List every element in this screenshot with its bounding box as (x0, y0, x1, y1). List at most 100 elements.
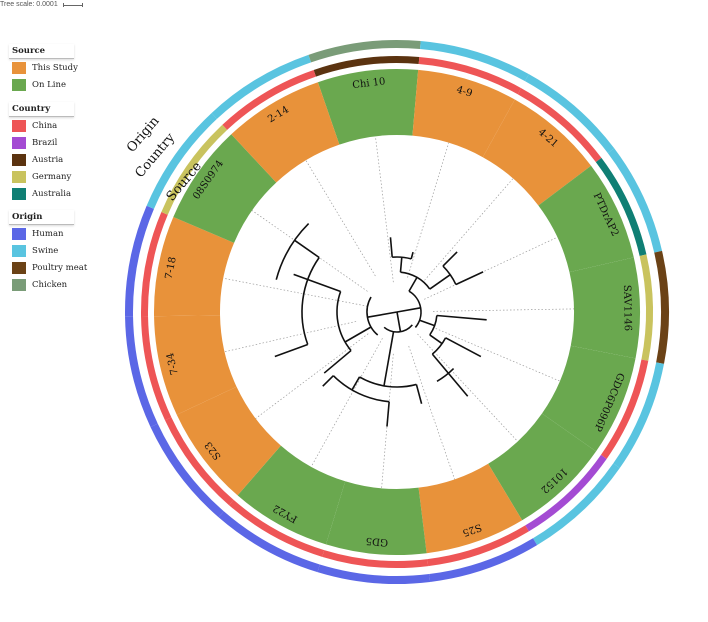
legend-swatch (12, 227, 26, 240)
branch-segment (396, 311, 402, 332)
branch-segment (442, 251, 458, 267)
legend-label: Poultry meat (32, 262, 88, 273)
legend-label: Swine (32, 245, 59, 256)
leaf-guide-lines (223, 136, 574, 489)
legend-item: Swine (9, 242, 87, 259)
branch-segment (429, 334, 443, 345)
origin-segment-chi-10 (308, 39, 421, 63)
source-segment-gd5 (325, 481, 427, 555)
branch-segment (419, 319, 435, 327)
legend-swatch (12, 170, 26, 183)
country-segment-s23 (164, 417, 234, 506)
branch-arc (436, 367, 455, 382)
guide-line (305, 160, 376, 277)
legend-item: Germany (9, 168, 74, 185)
country-segment-08s0974 (161, 124, 228, 215)
country-segment-sav1146 (639, 254, 653, 361)
legend-label: Austria (32, 154, 64, 165)
origin-segment-4-9 (420, 41, 529, 82)
source-segment-ptdrap2 (538, 165, 634, 273)
legend-source: Source This Study On Line (9, 44, 78, 93)
branch-segment (322, 375, 334, 387)
guide-line (224, 321, 357, 353)
branch-arc (366, 296, 379, 336)
source-segment-7-18 (153, 217, 235, 317)
origin-segment-7-34 (125, 316, 158, 427)
country-segment-4-9 (418, 56, 522, 95)
country-segment-chi-10 (313, 55, 420, 77)
leaf-label-gd5: GD5 (365, 535, 388, 548)
branch-arc (383, 324, 413, 333)
guide-line (223, 277, 368, 307)
guide-line (375, 136, 394, 283)
leaf-label-chi-10: Chi 10 (352, 76, 386, 91)
legend-swatch (12, 278, 26, 291)
leaf-label-4-9: 4-9 (455, 84, 474, 99)
branch-arc (336, 291, 352, 352)
legend-swatch (12, 244, 26, 257)
branch-segment (323, 349, 352, 374)
legend-country-title: Country (9, 102, 74, 117)
legend-origin-title: Origin (9, 210, 74, 225)
origin-segment-s25 (429, 538, 538, 582)
branch-segment (396, 307, 421, 313)
branch-segment (351, 376, 361, 391)
guide-line (408, 345, 455, 480)
branch-segment (399, 257, 403, 273)
legend-item: On Line (9, 76, 78, 93)
country-segment-gdc6p096p (600, 359, 649, 459)
legend-item: Poultry meat (9, 259, 87, 276)
source-segment-sav1146 (569, 257, 640, 359)
country-segment-7-18 (140, 211, 168, 317)
branch-segment (445, 337, 482, 358)
legend-item: China (9, 117, 74, 134)
legend-swatch (12, 153, 26, 166)
tree-scale-bar (62, 2, 83, 7)
legend-origin: Origin Human Swine Poultry meat Chicken (9, 210, 87, 293)
legend-label: Australia (32, 188, 72, 199)
source-segment-2-14 (231, 82, 340, 183)
origin-segment-08s0974 (146, 113, 217, 209)
country-segment-s25 (427, 525, 529, 567)
source-segment-gdc6p096p (541, 345, 636, 452)
branch-segment (389, 237, 394, 258)
source-segment-08s0974 (173, 134, 277, 243)
branch-segment (431, 353, 469, 397)
country-segment-4-21 (517, 88, 602, 163)
country-segment-fy22 (229, 499, 325, 557)
guide-line (424, 236, 558, 300)
legend-item: Chicken (9, 276, 87, 293)
country-segment-gd5 (322, 550, 429, 568)
legend-swatch (12, 61, 26, 74)
legend-swatch (12, 187, 26, 200)
legend-label: China (32, 120, 58, 131)
leaf-label-7-18: 7-18 (164, 256, 179, 280)
legend-item: Brazil (9, 134, 74, 151)
branch-segment (436, 314, 487, 321)
branch-arc (431, 337, 447, 355)
source-segment-7-34 (154, 315, 237, 415)
origin-segment-fy22 (218, 511, 320, 573)
origin-segment-4-21 (524, 74, 615, 154)
legend-label: Brazil (32, 137, 58, 148)
branch-segment (294, 239, 320, 259)
branch-segment (429, 274, 451, 290)
branch-arc (359, 376, 417, 388)
branch-segment (408, 276, 418, 292)
origin-segment-7-18 (125, 205, 154, 317)
guide-line (417, 333, 518, 442)
tree-branches (274, 223, 487, 427)
branch-segment (386, 401, 390, 427)
source-segment-4-21 (482, 99, 592, 206)
branch-arc (332, 375, 390, 403)
origin-segment-s23 (150, 423, 224, 518)
source-segment-10152 (488, 413, 597, 521)
legend-label: Germany (32, 171, 72, 182)
legend-item: Human (9, 225, 87, 242)
country-segment-7-34 (141, 316, 172, 421)
source-segment-fy22 (237, 445, 346, 545)
origin-segment-sav1146 (654, 250, 669, 364)
legend-item: Australia (9, 185, 74, 202)
branch-segment (455, 271, 484, 286)
country-segment-2-14 (222, 69, 316, 130)
